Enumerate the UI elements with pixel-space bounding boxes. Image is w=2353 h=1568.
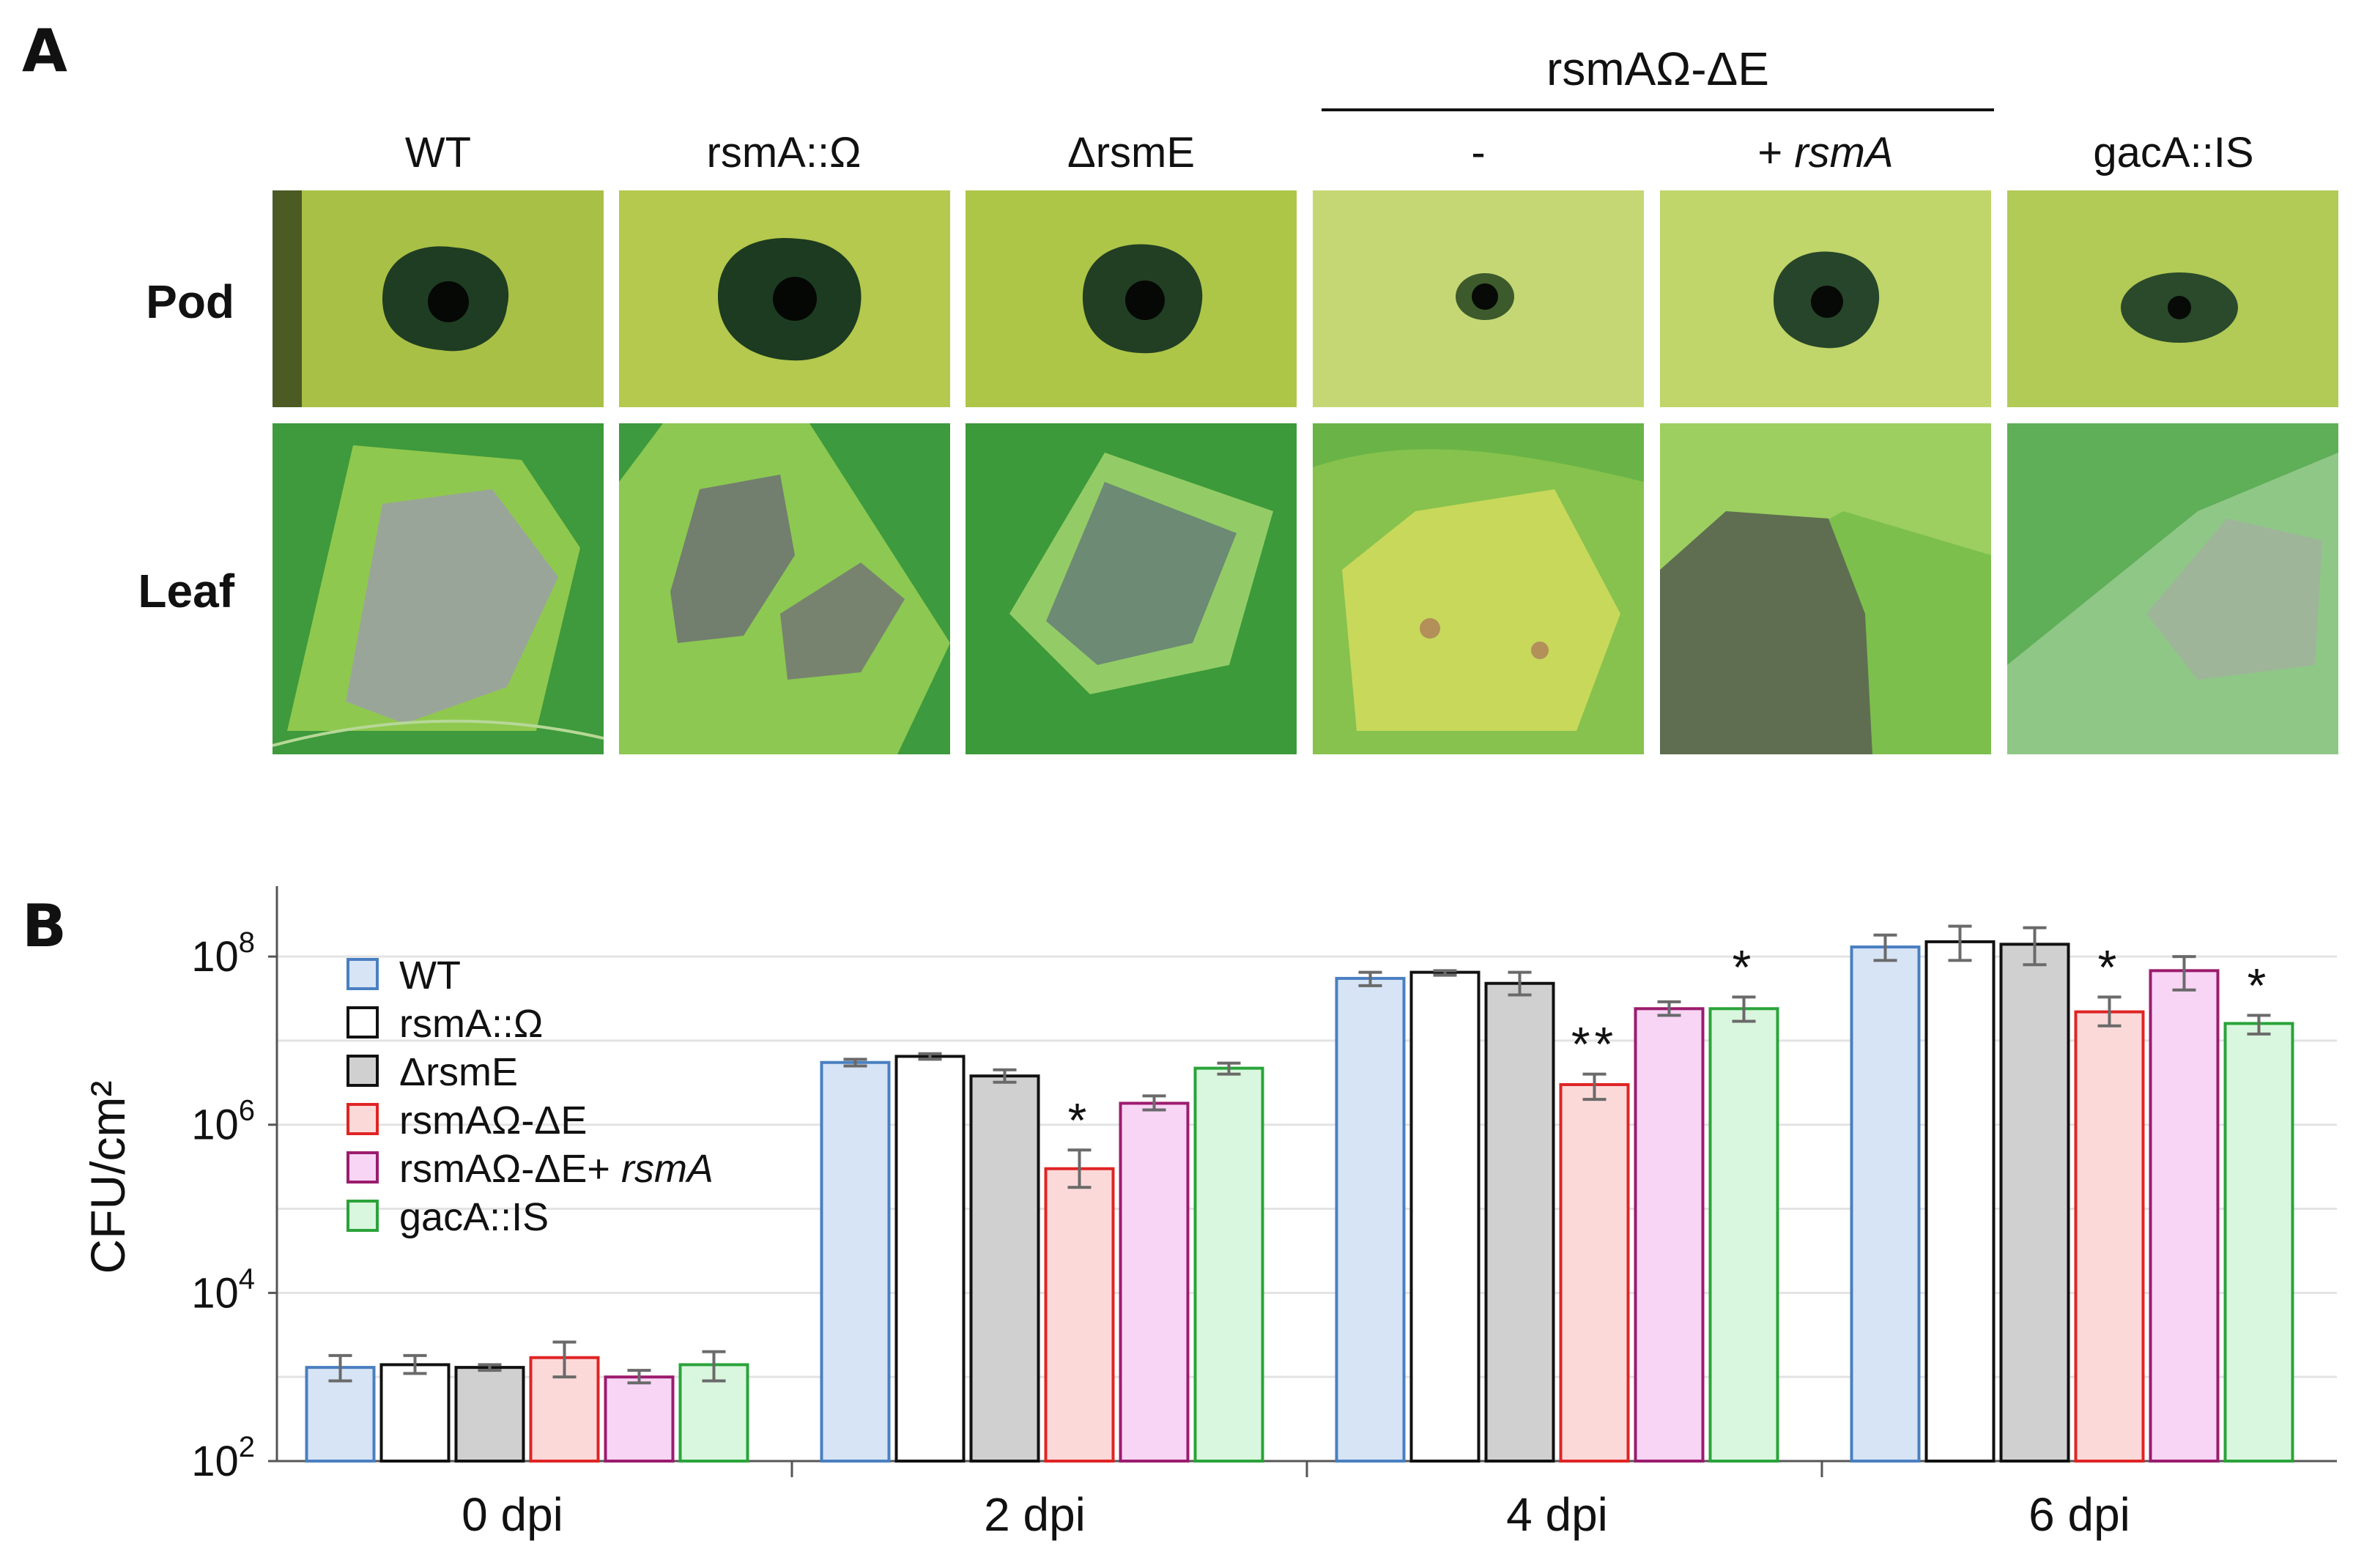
legend-swatch xyxy=(347,1103,379,1135)
column-label-complemented: + rsmA xyxy=(1672,132,1979,174)
panel-a-label: A xyxy=(22,17,67,85)
x-tick-label: 4 dpi xyxy=(1506,1488,1608,1541)
legend-swatch xyxy=(347,1200,379,1232)
bar xyxy=(1193,1066,1264,1463)
bar xyxy=(454,1366,525,1463)
significance-marker: * xyxy=(1733,940,1756,994)
legend-label: rsmAΩ-ΔE xyxy=(399,1099,587,1142)
y-tick-label: 106 xyxy=(191,1095,255,1149)
significance-marker: * xyxy=(2098,940,2122,994)
legend-label: rsmAΩ-ΔE+ rsmA xyxy=(399,1147,714,1191)
bar xyxy=(969,1074,1040,1463)
bar xyxy=(1484,981,1555,1463)
y-tick-label: 102 xyxy=(191,1431,255,1485)
legend-label: gacA::IS xyxy=(399,1195,549,1239)
bar xyxy=(604,1375,675,1463)
bar xyxy=(1409,970,1481,1463)
panel-b-label: B xyxy=(22,892,67,960)
pod-photo-double-mutant xyxy=(1313,190,1644,407)
bar xyxy=(1999,943,2070,1463)
pod-photo-delta-rsme xyxy=(966,190,1297,407)
column-label-complemented-gene: rsmA xyxy=(1794,129,1894,177)
bar xyxy=(1119,1101,1190,1463)
bar xyxy=(820,1060,891,1463)
legend-label: WT xyxy=(399,954,461,997)
bar xyxy=(1708,1007,1779,1463)
x-tick-label: 0 dpi xyxy=(462,1488,563,1541)
pod-photo-complemented xyxy=(1660,190,1991,407)
group-header-line xyxy=(1322,108,1994,111)
row-label-leaf: Leaf xyxy=(138,565,234,617)
leaf-photo-gaca-is xyxy=(2007,423,2338,754)
column-label-double-mutant: - xyxy=(1471,129,1486,177)
bar xyxy=(894,1055,966,1463)
group-header-label: rsmAΩ-ΔE xyxy=(1546,42,1769,95)
legend-swatch xyxy=(347,1055,379,1087)
column-label-rsma-omega: rsmA::Ω xyxy=(706,129,861,177)
bar xyxy=(305,1366,376,1463)
significance-marker: * xyxy=(1068,1093,1092,1147)
leaf-photo-double-mutant xyxy=(1313,423,1644,754)
leaf-photo-rsma-omega xyxy=(619,423,950,754)
leaf-photo-delta-rsme xyxy=(966,423,1297,754)
column-label-delta-rsme: ΔrsmE xyxy=(1067,129,1196,177)
bar xyxy=(1044,1167,1115,1463)
bar xyxy=(1924,940,1996,1463)
bar xyxy=(2149,969,2220,1463)
column-label-complemented-prefix: + xyxy=(1757,129,1795,177)
legend-swatch xyxy=(347,958,379,990)
column-label-gaca-is: gacA::IS xyxy=(2093,129,2254,177)
x-tick-label: 2 dpi xyxy=(984,1488,1086,1541)
legend-label: ΔrsmE xyxy=(399,1050,518,1094)
pod-photo-gaca-is xyxy=(2007,190,2338,407)
row-label-pod: Pod xyxy=(146,275,234,328)
pod-photo-wt xyxy=(273,190,604,407)
column-label-wt: WT xyxy=(404,129,472,177)
bar xyxy=(2074,1010,2145,1463)
bar xyxy=(1335,976,1406,1463)
leaf-photo-complemented xyxy=(1660,423,1991,754)
x-tick-label: 6 dpi xyxy=(2028,1488,2130,1541)
y-tick-label: 108 xyxy=(191,926,255,981)
legend-swatch xyxy=(347,1151,379,1184)
y-tick-label: 104 xyxy=(191,1263,255,1317)
significance-marker: * xyxy=(2248,958,2271,1012)
bar xyxy=(1559,1082,1630,1463)
leaf-photo-wt xyxy=(273,423,604,754)
bar xyxy=(379,1363,451,1463)
pod-photo-rsma-omega xyxy=(619,190,950,407)
legend-swatch xyxy=(347,1006,379,1038)
bar xyxy=(2223,1022,2294,1463)
bar xyxy=(1634,1007,1705,1463)
y-axis-label: CFU/cm² xyxy=(81,1081,135,1274)
significance-marker: ** xyxy=(1571,1017,1618,1071)
bar xyxy=(1850,945,1921,1463)
legend-label: rsmA::Ω xyxy=(399,1002,543,1046)
